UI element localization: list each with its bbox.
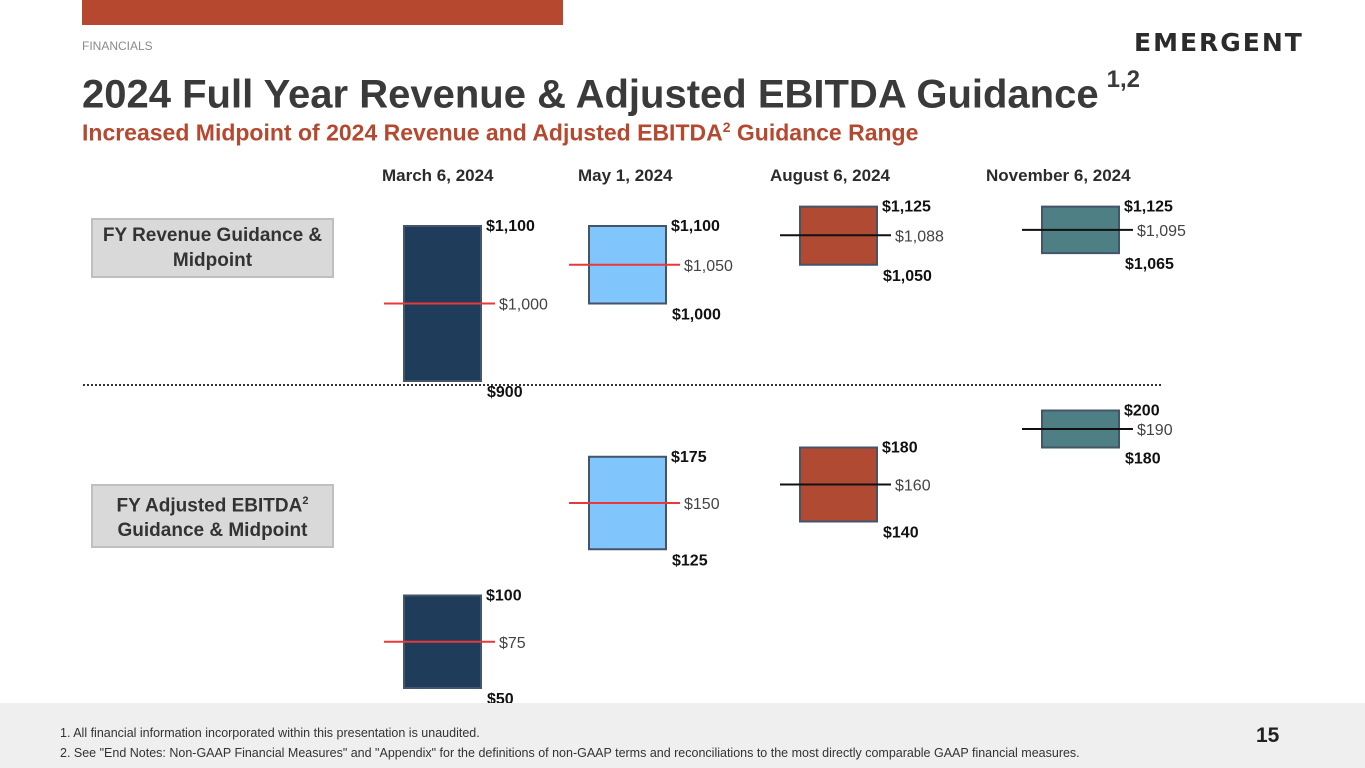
revenue-high-label: $1,100 [671, 218, 720, 235]
subtitle-footnote: 2 [722, 119, 731, 135]
guidance-chart: $1,100 $900 $1,000 $1,100 $1,000 $1,050 $1,125… [384, 199, 1186, 703]
ebitda-mid-label: $150 [684, 496, 720, 513]
revenue-mid-label: $1,088 [895, 228, 944, 245]
ebitda-mid-label: $160 [895, 478, 931, 495]
section-divider [83, 384, 1161, 386]
column-header-august: August 6, 2024 [770, 166, 890, 185]
footer [0, 703, 1365, 768]
page-number: 15 [1256, 724, 1280, 747]
ebitda-high-label: $180 [882, 440, 918, 457]
revenue-low-label: $1,000 [672, 307, 721, 324]
column-header-may: May 1, 2024 [578, 166, 673, 185]
emergent-logo: EMERGENT [1134, 28, 1304, 57]
revenue-mid-label: $1,095 [1137, 223, 1186, 240]
revenue-high-label: $1,100 [486, 218, 535, 235]
revenue-mid-label: $1,000 [499, 297, 548, 314]
footnote-1: 1. All financial information incorporate… [60, 726, 480, 740]
revenue-low-label: $1,050 [883, 268, 932, 285]
section-label: FINANCIALS [82, 39, 153, 53]
title-footnote: 1,2 [1106, 66, 1140, 93]
revenue-high-label: $1,125 [1124, 199, 1173, 216]
row-label-revenue: FY Revenue Guidance & Midpoint [91, 218, 334, 278]
ebitda-high-label: $175 [671, 449, 707, 466]
subtitle-text-b: Guidance Range [736, 119, 919, 146]
revenue-low-label: $900 [487, 384, 523, 401]
ebitda-footnote: 2 [302, 495, 309, 507]
row-label-ebitda: FY Adjusted EBITDA2 Guidance & Midpoint [91, 484, 334, 549]
ebitda-label-a: FY Adjusted EBITDA [116, 495, 303, 517]
page-subtitle: Increased Midpoint of 2024 Revenue and A… [82, 119, 918, 147]
ebitda-low-label: $180 [1125, 451, 1161, 468]
revenue-mid-label: $1,050 [684, 258, 733, 275]
ebitda-low-label: $125 [672, 552, 708, 569]
ebitda-mid-label: $75 [499, 635, 526, 652]
ebitda-mid-label: $190 [1137, 422, 1173, 439]
subtitle-text-a: Increased Midpoint of 2024 Revenue and A… [82, 119, 723, 146]
revenue-high-label: $1,125 [882, 199, 931, 216]
ebitda-high-label: $200 [1124, 403, 1160, 420]
footnote-2: 2. See "End Notes: Non-GAAP Financial Me… [60, 746, 1080, 760]
column-header-march: March 6, 2024 [382, 166, 494, 185]
accent-bar [82, 0, 563, 25]
ebitda-high-label: $100 [486, 588, 522, 605]
revenue-low-label: $1,065 [1125, 256, 1174, 273]
ebitda-label-b: Guidance & Midpoint [117, 520, 308, 542]
page-title: 2024 Full Year Revenue & Adjusted EBITDA… [82, 66, 1140, 117]
ebitda-low-label: $140 [883, 525, 919, 542]
title-text: 2024 Full Year Revenue & Adjusted EBITDA… [82, 72, 1099, 117]
ebitda-low-label: $50 [487, 691, 514, 703]
column-header-november: November 6, 2024 [986, 166, 1131, 185]
